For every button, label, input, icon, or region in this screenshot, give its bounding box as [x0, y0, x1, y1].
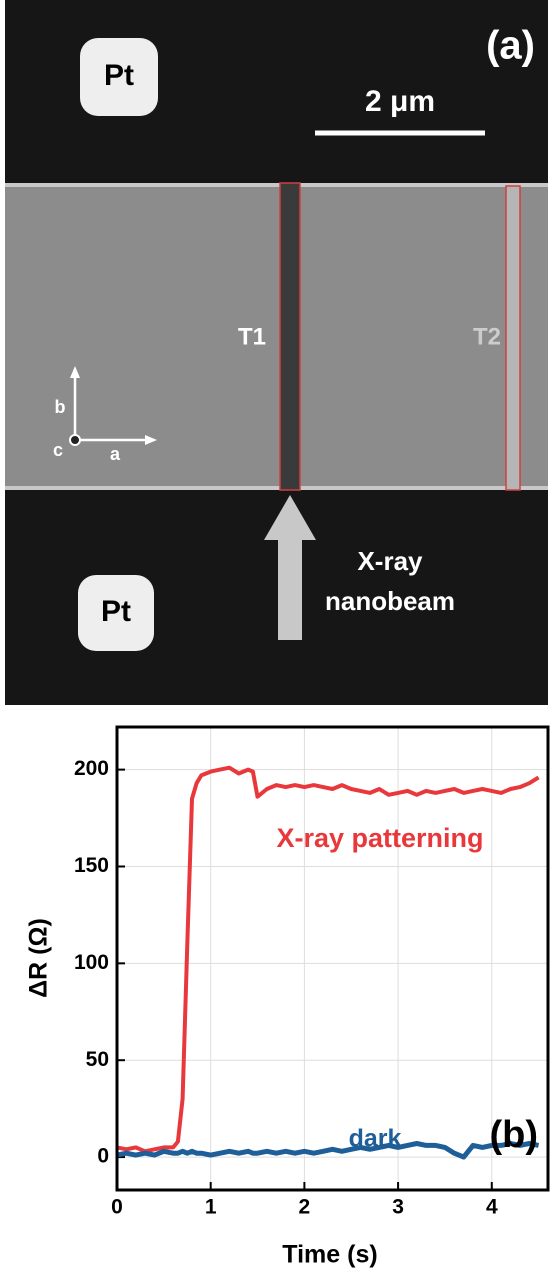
- x-tick-label: 2: [299, 1196, 311, 1219]
- trench-t2: [505, 185, 521, 491]
- x-tick-label: 3: [392, 1196, 404, 1219]
- x-tick-label: 0: [111, 1196, 123, 1219]
- pt-pad: [78, 575, 154, 651]
- trench-t1: [279, 182, 301, 491]
- axis-label: b: [55, 397, 66, 417]
- annotation: dark: [349, 1125, 402, 1153]
- annotation: (b): [489, 1114, 538, 1156]
- x-axis-title: Time (s): [282, 1241, 377, 1269]
- sem-image: Pt Pt (a) 2 μm T1 T2 b c a X-ray nanobea…: [5, 0, 548, 705]
- y-tick-label: 150: [74, 854, 109, 877]
- scale-label: 2 μm: [365, 85, 435, 118]
- arrow-head: [70, 366, 80, 378]
- panel-label: (a): [486, 24, 535, 68]
- axis-origin: [69, 434, 81, 446]
- y-axis-title: ΔR (Ω): [25, 918, 53, 998]
- beam-label: nanobeam: [325, 586, 455, 616]
- x-tick-label: 4: [486, 1196, 498, 1219]
- axis-label: c: [53, 440, 63, 460]
- axis-label: a: [110, 444, 121, 464]
- plot-frame: [115, 725, 550, 1192]
- annotation: X-ray patterning: [276, 823, 483, 853]
- x-tick-label: 1: [205, 1196, 217, 1219]
- edge: [5, 486, 548, 490]
- y-tick-label: 100: [74, 951, 109, 974]
- data-line: [117, 765, 540, 1154]
- pt-pad: [80, 38, 158, 116]
- pad-label: Pt: [104, 59, 134, 92]
- beam-arrow: [264, 495, 316, 640]
- bar-device: [5, 183, 548, 490]
- y-tick-label: 50: [86, 1048, 109, 1071]
- y-tick-label: 0: [97, 1145, 109, 1168]
- pad-label: Pt: [101, 595, 131, 628]
- trench-label: T1: [238, 323, 266, 350]
- trench-label: T2: [473, 323, 501, 350]
- arrow-head: [145, 435, 157, 445]
- chart-b: Time (s) ΔR (Ω) 0 50 100 150 200 0 1 2 3 4 X-ray p…: [25, 725, 550, 1269]
- beam-label: X-ray: [357, 546, 423, 576]
- edge: [5, 183, 548, 187]
- y-tick-label: 200: [74, 757, 109, 780]
- data-line: [117, 1141, 540, 1160]
